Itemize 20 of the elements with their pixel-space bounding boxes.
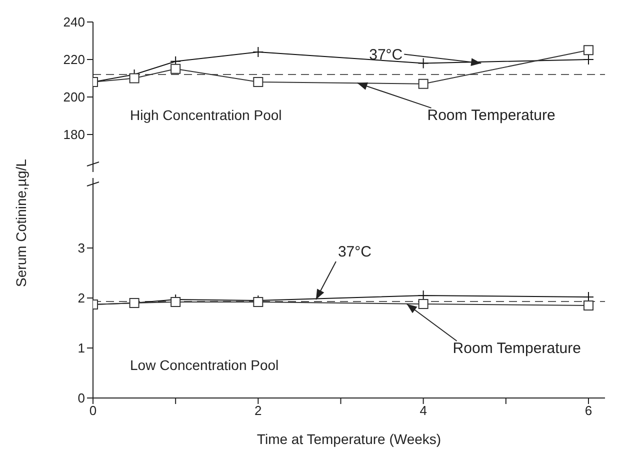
annotation: Room Temperature bbox=[427, 106, 556, 124]
y-tick-label: 0 bbox=[78, 390, 85, 406]
y-tick-label: 200 bbox=[63, 90, 85, 105]
annotation: 37°C bbox=[338, 244, 372, 260]
y-tick-label: 180 bbox=[63, 127, 85, 142]
y-tick-label: 1 bbox=[78, 340, 85, 356]
y-tick-label: 2 bbox=[78, 290, 85, 306]
annotation: High Concentration Pool bbox=[130, 107, 282, 123]
x-tick-label: 2 bbox=[254, 403, 262, 418]
x-tick-label: 4 bbox=[420, 403, 427, 418]
y-tick-label: 240 bbox=[63, 14, 85, 30]
annotation: Low Concentration Pool bbox=[130, 357, 279, 373]
y-tick-label: 220 bbox=[63, 52, 85, 68]
y-tick-label: 3 bbox=[78, 240, 85, 256]
y-axis-title: Serum Cotinine,µg/L bbox=[13, 158, 29, 287]
annotation: 37°C bbox=[369, 46, 403, 64]
x-tick-label: 0 bbox=[89, 403, 97, 418]
x-tick-label: 6 bbox=[584, 403, 592, 418]
x-axis-title: Time at Temperature (Weeks) bbox=[256, 431, 442, 447]
annotation: Room Temperature bbox=[452, 340, 581, 357]
